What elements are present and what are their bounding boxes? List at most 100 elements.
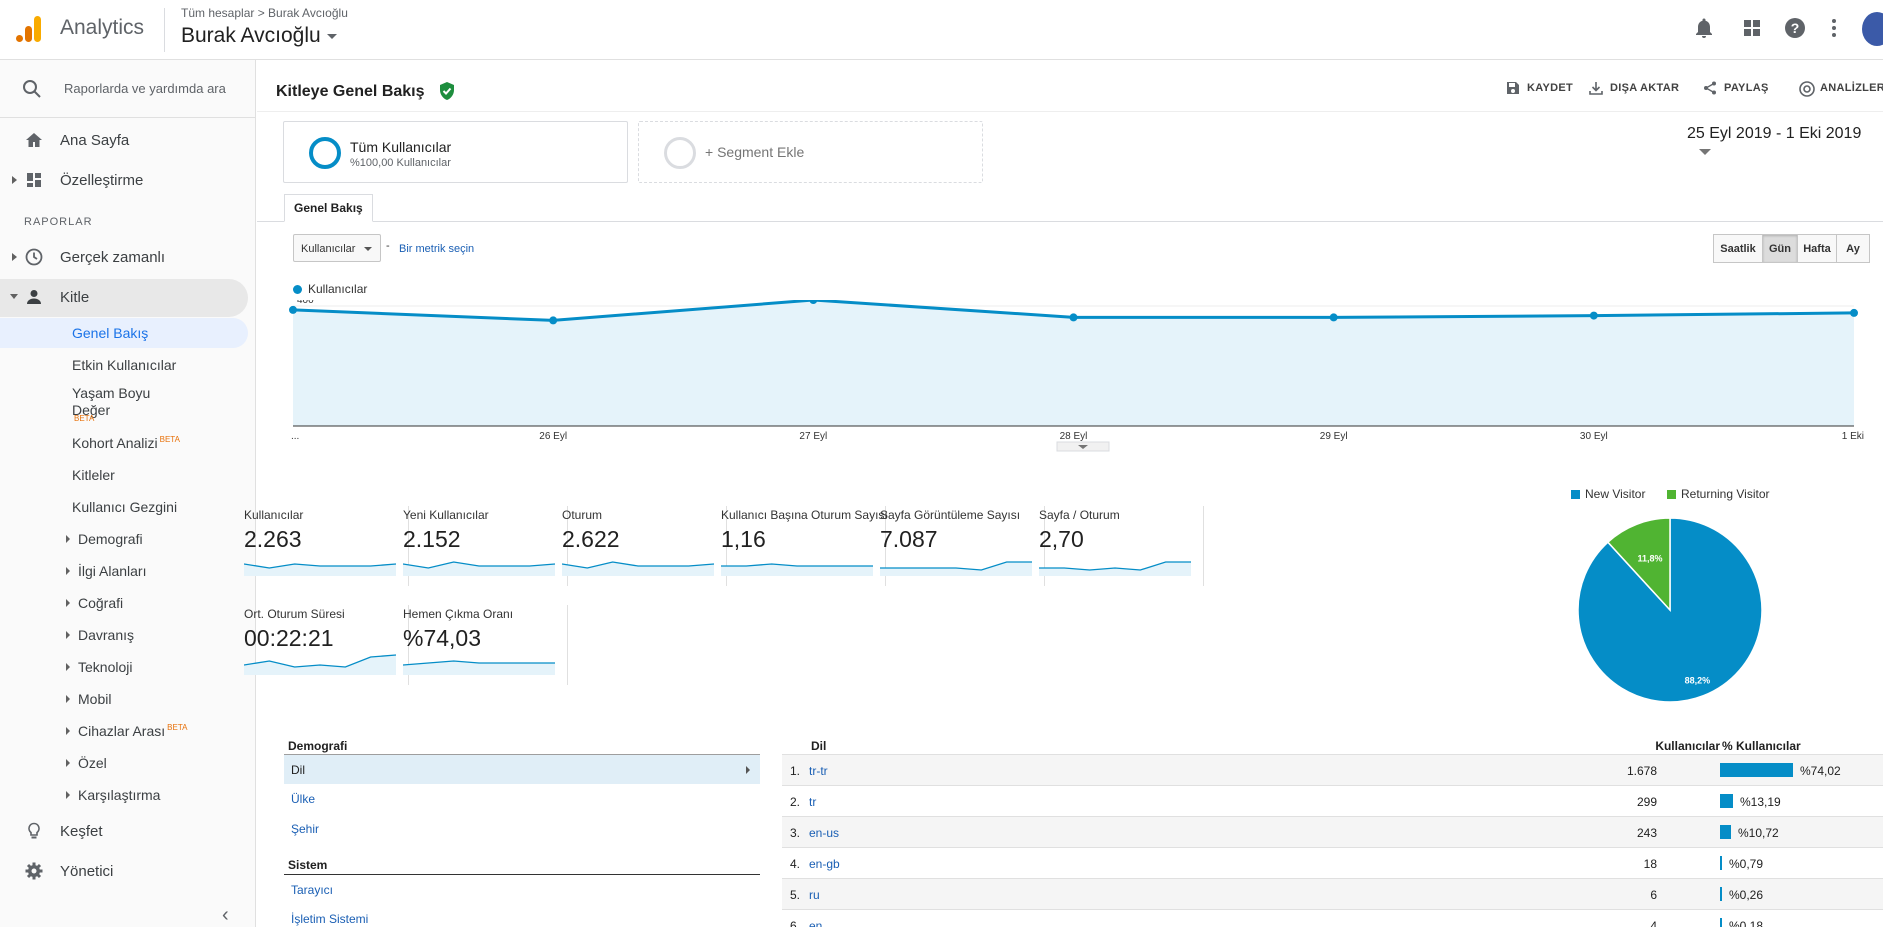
table-row[interactable]: 1. tr-tr 1.678 %74,02 — [782, 754, 1883, 785]
sidebar-item-admin[interactable]: Yönetici — [0, 853, 248, 889]
metric-tile[interactable]: Oturum 2.622 — [552, 506, 727, 586]
data-point[interactable] — [1069, 313, 1078, 322]
column-header-pct-users[interactable]: % Kullanıcılar — [1722, 739, 1801, 753]
sidebar-item-benchmarking[interactable]: Karşılaştırma — [0, 780, 248, 810]
dimension-country[interactable]: Ülke — [291, 792, 316, 806]
sidebar-item-customization[interactable]: Özelleştirme — [0, 162, 248, 198]
export-button[interactable]: DIŞA AKTAR — [1589, 82, 1679, 95]
breadcrumb[interactable]: Tüm hesaplar > Burak Avcıoğlu — [181, 6, 348, 20]
collapse-sidebar-icon[interactable]: ‹ — [222, 904, 229, 926]
metric-tile[interactable]: Kullanıcı Başına Oturum Sayısı 1,16 — [711, 506, 888, 586]
sidebar-item-audiences[interactable]: Kitleler — [0, 460, 248, 490]
language-link[interactable]: tr-tr — [809, 764, 828, 778]
language-link[interactable]: en-gb — [809, 857, 840, 871]
sidebar-item-user-explorer[interactable]: Kullanıcı Gezgini — [0, 492, 248, 522]
pick-metric-link[interactable]: Bir metrik seçin — [399, 243, 475, 255]
sidebar-item-cross-device[interactable]: Cihazlar Arası BETA — [0, 716, 248, 746]
save-button[interactable]: KAYDET — [1507, 82, 1573, 94]
table-row[interactable]: 3. en-us 243 %10,72 — [782, 816, 1883, 847]
sidebar-item-behavior[interactable]: Davranış — [0, 620, 248, 650]
sidebar-item-mobile[interactable]: Mobil — [0, 684, 248, 714]
collapse-arrow-icon — [10, 294, 18, 299]
sidebar-item-technology[interactable]: Teknoloji — [0, 652, 248, 682]
date-range-picker[interactable]: 25 Eyl 2019 - 1 Eki 2019 — [1687, 125, 1883, 161]
pie-slice-label: 88,2% — [1685, 675, 1711, 685]
table-row[interactable]: 4. en-gb 18 %0,79 — [782, 847, 1883, 878]
account-selector[interactable]: Burak Avcıoğlu — [181, 24, 337, 48]
sidebar-item-cohort[interactable]: Kohort Analizi BETA — [0, 428, 248, 458]
table-row[interactable]: 2. tr 299 %13,19 — [782, 785, 1883, 816]
dimension-os[interactable]: İşletim Sistemi — [291, 912, 369, 926]
sidebar-item-overview[interactable]: Genel Bakış — [0, 318, 248, 348]
caret-down-icon — [326, 33, 337, 39]
sparkline — [562, 561, 715, 576]
metric-select[interactable]: Kullanıcılar — [293, 234, 381, 262]
sidebar-item-geo[interactable]: Coğrafi — [0, 588, 248, 618]
share-button[interactable]: PAYLAŞ — [1704, 81, 1769, 95]
segment-name: Tüm Kullanıcılar — [350, 139, 452, 155]
sidebar-item-audience[interactable]: Kitle — [0, 279, 248, 317]
data-point[interactable] — [289, 305, 297, 314]
granularity-week[interactable]: Hafta — [1797, 234, 1837, 263]
data-point[interactable] — [1589, 311, 1598, 320]
more-vert-icon[interactable] — [1822, 16, 1846, 40]
apps-grid-icon[interactable] — [1740, 16, 1764, 40]
percent-bar — [1720, 856, 1722, 870]
percent-bar — [1720, 763, 1793, 777]
visitor-pie-chart[interactable]: 88,2% 11,8% — [1570, 510, 1770, 710]
search-input[interactable]: Raporlarda ve yardımda ara — [64, 81, 226, 96]
help-icon[interactable]: ? — [1783, 16, 1807, 40]
sidebar-search[interactable]: Raporlarda ve yardımda ara — [0, 60, 256, 118]
sidebar-item-custom[interactable]: Özel — [0, 748, 248, 778]
sidebar-item-lifetime-value[interactable]: Yaşam Boyu Değer — [0, 378, 248, 420]
sparkline-line — [244, 654, 397, 668]
table-row[interactable]: 6. en 4 %0,18 — [782, 909, 1883, 927]
sidebar-item-demographics[interactable]: Demografi — [0, 524, 248, 554]
granularity-hourly[interactable]: Saatlik — [1713, 234, 1763, 263]
metric-tile[interactable]: Ort. Oturum Süresi 00:22:21 — [234, 605, 409, 685]
sidebar-item-home[interactable]: Ana Sayfa — [0, 122, 248, 158]
dimension-browser[interactable]: Tarayıcı — [291, 883, 334, 897]
metric-tile[interactable]: Sayfa / Oturum 2,70 — [1029, 506, 1204, 586]
metric-tile[interactable]: Hemen Çıkma Oranı %74,03 — [393, 605, 568, 685]
sidebar-item-label: Özelleştirme — [60, 172, 144, 189]
data-point[interactable] — [549, 316, 558, 325]
expand-arrow-icon — [66, 567, 70, 575]
column-header-users[interactable]: Kullanıcılar — [1655, 739, 1720, 753]
dimension-language[interactable]: Dil — [284, 754, 760, 784]
sparkline-line — [1039, 561, 1191, 571]
sidebar-item-interests[interactable]: İlgi Alanları — [0, 556, 248, 586]
add-segment-button[interactable]: + Segment Ekle — [638, 121, 983, 183]
metric-tile[interactable]: Yeni Kullanıcılar 2.152 — [393, 506, 568, 586]
table-row[interactable]: 5. ru 6 %0,26 — [782, 878, 1883, 909]
pie-slice[interactable] — [1606, 517, 1671, 612]
data-point[interactable] — [1850, 308, 1858, 317]
metric-value: 2.152 — [403, 526, 461, 552]
analytics-logo-icon[interactable] — [14, 14, 42, 44]
tab-overview[interactable]: Genel Bakış — [284, 194, 373, 222]
insights-button[interactable]: ANALİZLER — [1799, 81, 1883, 97]
dimension-city[interactable]: Şehir — [291, 822, 320, 836]
segment-all-users[interactable]: Tüm Kullanıcılar %100,00 Kullanıcılar — [283, 121, 628, 183]
sparkline-line — [244, 563, 397, 569]
data-point[interactable] — [809, 300, 818, 304]
sidebar-item-realtime[interactable]: Gerçek zamanlı — [0, 239, 248, 275]
granularity-day[interactable]: Gün — [1762, 234, 1798, 263]
account-name: Burak Avcıoğlu — [181, 24, 321, 47]
metric-tile[interactable]: Sayfa Görüntüleme Sayısı 7.087 — [870, 506, 1045, 586]
metric-name: Sayfa Görüntüleme Sayısı — [880, 508, 1021, 522]
sidebar-item-active-users[interactable]: Etkin Kullanıcılar — [0, 350, 248, 380]
granularity-month[interactable]: Ay — [1836, 234, 1870, 263]
avatar[interactable] — [1862, 12, 1883, 46]
language-link[interactable]: en-us — [809, 826, 840, 840]
sparkline-area — [403, 661, 555, 675]
bell-icon[interactable] — [1692, 16, 1716, 40]
language-link[interactable]: ru — [809, 888, 820, 902]
sidebar-item-label: Cihazlar Arası — [78, 723, 166, 739]
sidebar-item-discover[interactable]: Keşfet — [0, 813, 248, 849]
metric-tile[interactable]: Kullanıcılar 2.263 — [234, 506, 409, 586]
data-point[interactable] — [1329, 313, 1338, 322]
language-link[interactable]: en — [809, 919, 823, 927]
language-link[interactable]: tr — [809, 795, 817, 809]
